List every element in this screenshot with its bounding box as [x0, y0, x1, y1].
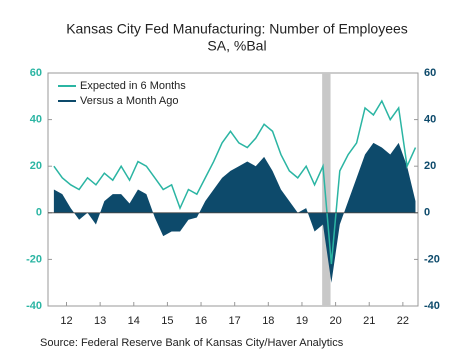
source: Source: Federal Reserve Bank of Kansas C…: [40, 337, 344, 349]
y-tick-label: 60: [30, 67, 42, 79]
x-tick-label: 17: [229, 315, 241, 327]
y2-tick-label: 0: [424, 207, 430, 219]
x-tick-label: 15: [161, 315, 173, 327]
x-tick-label: 16: [195, 315, 207, 327]
y2-tick-label: -20: [424, 253, 440, 265]
x-tick-label: 21: [363, 315, 375, 327]
x-tick-label: 12: [60, 315, 72, 327]
plot-frame: [47, 72, 419, 307]
x-tick-label: 18: [262, 315, 274, 327]
y-tick-label: -40: [26, 300, 42, 312]
legend-label: Expected in 6 Months: [80, 80, 186, 92]
x-tick-label: 14: [128, 315, 140, 327]
chart-title: Kansas City Fed Manufacturing: Number of…: [66, 21, 408, 37]
y2-tick-label: 20: [424, 160, 436, 172]
line: [53, 99, 417, 265]
y-tick-label: 0: [36, 207, 42, 219]
shaded-period: [322, 73, 331, 306]
y2-tick-label: -40: [424, 300, 440, 312]
y2-tick-label: 60: [424, 67, 436, 79]
y2-tick-label: 40: [424, 114, 436, 126]
x-tick-label: 19: [296, 315, 308, 327]
y-tick-label: 20: [30, 160, 42, 172]
y-tick-label: 40: [30, 114, 42, 126]
x-tick-label: 22: [397, 315, 409, 327]
y-tick-label: -20: [26, 253, 42, 265]
x-tick-label: 20: [329, 315, 341, 327]
chart-subtitle: SA, %Bal: [207, 38, 266, 54]
x-tick-label: 13: [94, 315, 106, 327]
legend-label: Versus a Month Ago: [80, 95, 178, 107]
